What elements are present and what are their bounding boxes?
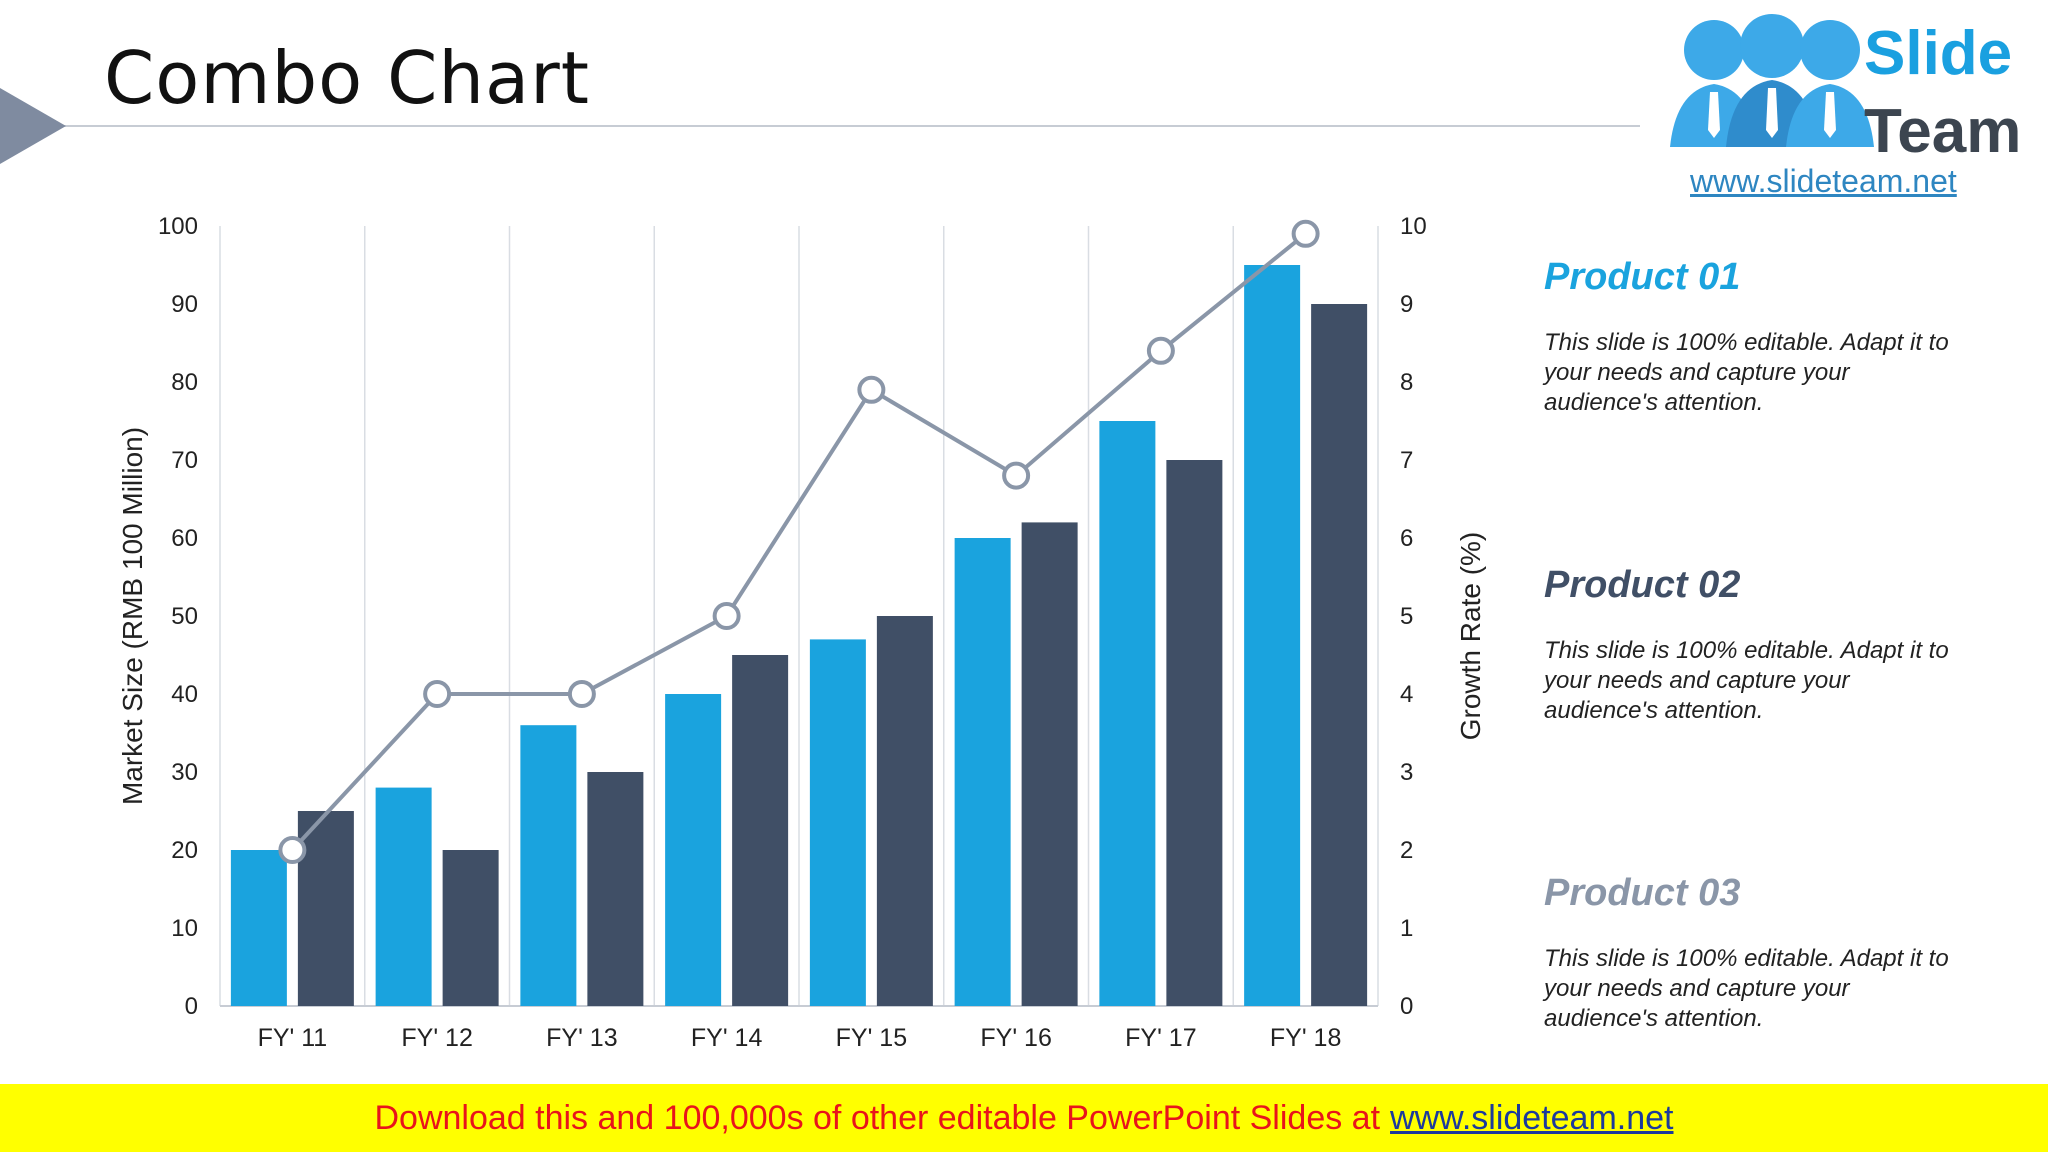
x-tick-label: FY' 11	[258, 1024, 328, 1052]
y-tick-label: 40	[171, 681, 198, 708]
download-banner: Download this and 100,000s of other edit…	[0, 1084, 2048, 1152]
bar-series-1-1	[230, 850, 287, 1006]
y2-tick-label: 5	[1400, 603, 1413, 630]
growth-rate-point-4	[712, 602, 741, 630]
product-02-title: Product 02	[1544, 564, 1741, 606]
y2-tick-label: 7	[1400, 447, 1413, 474]
y-tick-label: 90	[171, 291, 198, 318]
y2-tick-label: 8	[1400, 369, 1413, 396]
bar-series-2-4	[732, 655, 789, 1006]
product-03-title: Product 03	[1544, 872, 1741, 914]
slide-title: Combo Chart	[104, 36, 590, 120]
x-tick-label: FY' 17	[1125, 1024, 1196, 1052]
bar-series-1-2	[375, 787, 432, 1006]
y-tick-label: 70	[171, 447, 198, 474]
bar-series-2-8	[1311, 304, 1368, 1006]
bar-series-2-5	[876, 616, 933, 1006]
product-03-description: This slide is 100% editable. Adapt it to…	[1544, 945, 1949, 1032]
logo-word-slide: Slide	[1864, 19, 2013, 88]
y-tick-label: 100	[158, 213, 198, 240]
x-tick-label: FY' 16	[980, 1024, 1051, 1052]
bar-series-1-7	[1099, 421, 1156, 1006]
product-01-title: Product 01	[1544, 256, 1741, 298]
y-axis-title: Market Size (RMB 100 Million)	[117, 427, 148, 805]
logo-word-team: Team	[1864, 97, 2022, 166]
x-tick-label: FY' 13	[546, 1024, 617, 1052]
y2-tick-label: 10	[1400, 213, 1427, 240]
y2-tick-label: 9	[1400, 291, 1413, 318]
y2-tick-label: 2	[1400, 837, 1413, 864]
y-tick-label: 30	[171, 759, 198, 786]
slideteam-logo	[1640, 0, 2048, 200]
y-tick-label: 80	[171, 369, 198, 396]
product-01-description: This slide is 100% editable. Adapt it to…	[1544, 329, 1949, 416]
y-tick-label: 60	[171, 525, 198, 552]
growth-rate-point-1	[278, 836, 307, 864]
bar-series-2-7	[1166, 460, 1223, 1006]
growth-rate-point-6	[1002, 461, 1031, 490]
title-divider	[64, 125, 1640, 127]
x-tick-label: FY' 15	[836, 1024, 907, 1052]
y-tick-label: 0	[185, 993, 198, 1020]
bar-series-1-6	[954, 538, 1011, 1006]
growth-rate-point-5	[857, 375, 886, 404]
y2-tick-label: 1	[1400, 915, 1413, 942]
bar-series-1-8	[1244, 265, 1301, 1006]
y2-tick-label: 0	[1400, 993, 1413, 1020]
people-icon	[1670, 14, 1874, 147]
growth-rate-point-2	[423, 680, 452, 708]
combo-chart: 0 10 20 30 40 50 60 70 80 90 100 0 1 2 3 4 5 6 7 8 9 10 FY' 11…	[117, 213, 1486, 1052]
bar-series-2-6	[1021, 522, 1078, 1006]
y-tick-label: 50	[171, 603, 198, 630]
logo-url-link[interactable]: www.slideteam.net	[1690, 163, 1957, 199]
x-tick-label: FY' 14	[691, 1024, 763, 1052]
x-tick-label: FY' 12	[401, 1024, 472, 1052]
y2-tick-label: 4	[1400, 681, 1413, 708]
y2-tick-label: 3	[1400, 759, 1413, 786]
y-tick-label: 20	[171, 837, 198, 864]
bar-series-2-3	[587, 772, 644, 1006]
growth-rate-point-3	[567, 680, 596, 708]
growth-rate-line	[290, 232, 1307, 852]
bar-series-1-4	[665, 694, 722, 1006]
bar-series-2-2	[442, 850, 499, 1006]
growth-rate-point-7	[1146, 336, 1175, 365]
bar-series-1-5	[809, 639, 866, 1006]
y2-tick-label: 6	[1400, 525, 1413, 552]
product-02-description: This slide is 100% editable. Adapt it to…	[1544, 637, 1949, 724]
y-tick-label: 10	[171, 915, 198, 942]
download-banner-text: Download this and 100,000s of other edit…	[374, 1098, 1381, 1137]
corner-arrow-icon	[0, 88, 66, 164]
y2-axis-title: Growth Rate (%)	[1455, 532, 1486, 741]
growth-rate-point-8	[1291, 219, 1320, 248]
bar-series-1-3	[520, 725, 577, 1006]
x-tick-label: FY' 18	[1270, 1024, 1341, 1052]
download-banner-link[interactable]: www.slideteam.net	[1390, 1098, 1674, 1137]
bar-series-2-1	[297, 811, 354, 1006]
